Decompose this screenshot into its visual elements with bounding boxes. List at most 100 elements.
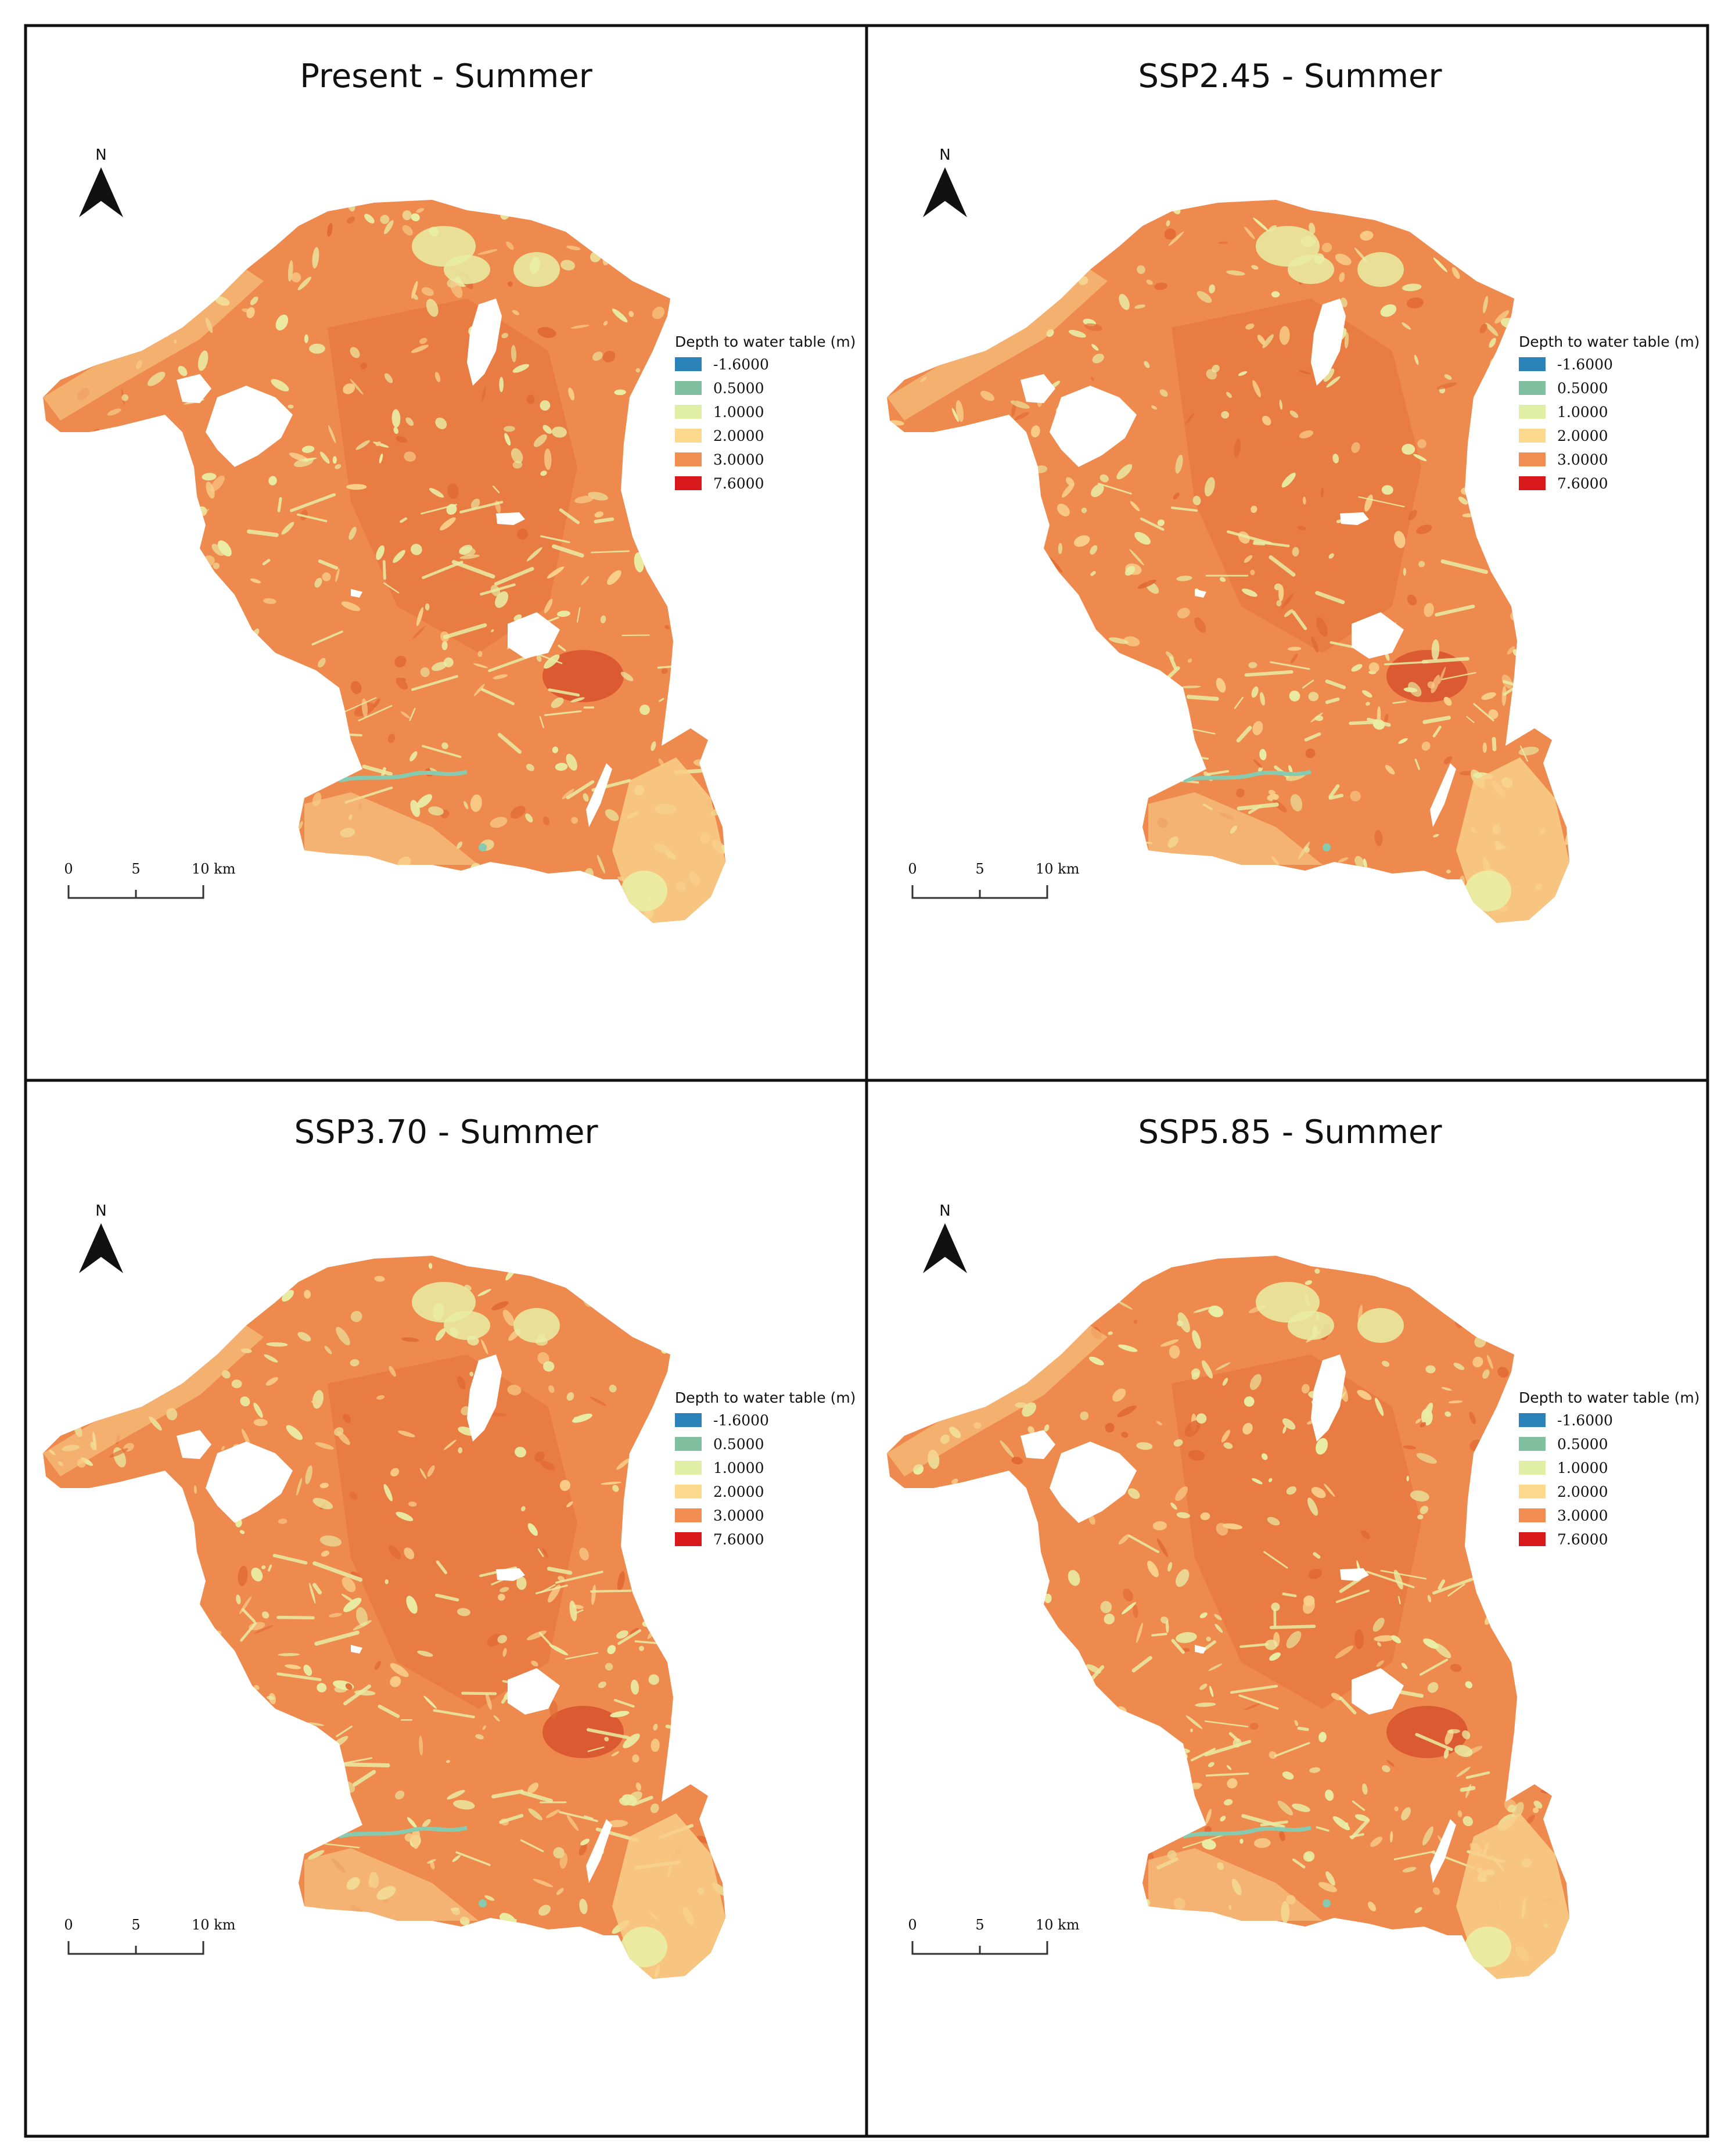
north-letter: N <box>95 1202 106 1220</box>
legend-label: 0.5000 <box>1557 1436 1608 1453</box>
depth-raster-map <box>887 200 1569 923</box>
legend-swatch <box>675 1461 702 1475</box>
lake-area <box>467 1354 502 1442</box>
lake-area <box>206 1442 293 1523</box>
legend-label: 3.0000 <box>713 1507 764 1524</box>
north-arrow-icon: N <box>923 146 967 217</box>
legend-label: 7.6000 <box>713 1531 764 1548</box>
legend-swatch <box>1519 429 1546 443</box>
legend-label: 3.0000 <box>713 451 764 468</box>
lake-area <box>1352 612 1404 659</box>
scale-label-0: 0 <box>64 1917 73 1933</box>
legend-swatch <box>675 1413 702 1427</box>
lake-area <box>1430 763 1456 827</box>
legend-label: 3.0000 <box>1557 451 1608 468</box>
legend-label: 1.0000 <box>713 404 764 421</box>
lake-area <box>1195 589 1206 598</box>
legend-swatch <box>1519 1437 1546 1451</box>
lake-area <box>1340 1568 1369 1581</box>
legend-swatch <box>675 1508 702 1522</box>
legend-label: 1.0000 <box>1557 404 1608 421</box>
legend-label: -1.6000 <box>713 356 769 373</box>
panel-title: Present - Summer <box>300 58 593 95</box>
legend-title: Depth to water table (m) <box>675 333 856 350</box>
north-letter: N <box>95 146 106 164</box>
legend-swatch <box>1519 452 1546 466</box>
depth-raster-map <box>43 1256 725 1979</box>
lake-area <box>1050 1442 1137 1523</box>
scale-label-5: 5 <box>975 861 984 877</box>
lake-area <box>1430 1819 1456 1883</box>
legend-label: -1.6000 <box>713 1412 769 1429</box>
legend-swatch <box>675 476 702 490</box>
lake-area <box>1352 1668 1404 1715</box>
legend: Depth to water table (m) -1.6000 0.5000 1.… <box>1519 1389 1699 1548</box>
scale-label-0: 0 <box>908 1917 917 1933</box>
north-arrow-icon: N <box>923 1202 967 1273</box>
lake-area <box>586 763 612 827</box>
lake-area <box>1020 374 1055 403</box>
legend-label: 7.6000 <box>1557 1531 1608 1548</box>
lake-area <box>496 1568 525 1581</box>
panel-title: SSP3.70 - Summer <box>294 1113 599 1151</box>
depth-raster-map <box>887 1256 1569 1979</box>
legend-swatch <box>1519 1532 1546 1546</box>
map-panel-present: Present - Summer N Depth to water table … <box>43 58 856 923</box>
legend: Depth to water table (m) -1.6000 0.5000 1.… <box>675 333 856 492</box>
raster-texture <box>887 200 1569 923</box>
legend-swatch <box>1519 1413 1546 1427</box>
legend-label: 3.0000 <box>1557 1507 1608 1524</box>
legend-swatch <box>675 357 702 371</box>
scale-label-5: 5 <box>131 861 140 877</box>
lake-area <box>177 1430 211 1459</box>
lake-area <box>467 299 502 386</box>
legend-swatch <box>675 1437 702 1451</box>
island-land <box>887 1256 1569 1979</box>
map-panel-ssp585: SSP5.85 - Summer N Depth to water table … <box>887 1113 1699 1979</box>
legend: Depth to water table (m) -1.6000 0.5000 1.… <box>1519 333 1699 492</box>
raster-texture <box>43 1256 725 1979</box>
lake-area <box>1340 512 1369 525</box>
scale-label-0: 0 <box>908 861 917 877</box>
legend-swatch <box>1519 357 1546 371</box>
lake-area <box>206 386 293 467</box>
legend-label: 7.6000 <box>1557 475 1608 492</box>
scale-label-10: 10 km <box>1036 861 1080 877</box>
legend-label: 7.6000 <box>713 475 764 492</box>
legend-label: 0.5000 <box>713 1436 764 1453</box>
depth-raster-map <box>43 200 725 923</box>
legend-label: -1.6000 <box>1557 356 1613 373</box>
map-panel-ssp370: SSP3.70 - Summer N Depth to water table … <box>43 1113 856 1979</box>
legend-swatch <box>675 429 702 443</box>
legend-label: 2.0000 <box>713 427 764 444</box>
legend-swatch <box>1519 476 1546 490</box>
legend-label: 2.0000 <box>1557 1483 1608 1500</box>
legend-swatch <box>1519 381 1546 395</box>
scale-bar: 0 5 10 km <box>908 1917 1080 1955</box>
scale-label-0: 0 <box>64 861 73 877</box>
lake-area <box>508 1668 560 1715</box>
island-land <box>43 1256 725 1979</box>
legend-label: 0.5000 <box>1557 380 1608 397</box>
lake-area <box>1050 386 1137 467</box>
map-panel-ssp245: SSP2.45 - Summer N Depth to water table … <box>887 58 1699 923</box>
scale-label-5: 5 <box>131 1917 140 1933</box>
lake-area <box>508 612 560 659</box>
legend-label: 2.0000 <box>1557 427 1608 444</box>
scale-bar: 0 5 10 km <box>64 1917 236 1955</box>
legend-label: 1.0000 <box>713 1460 764 1476</box>
north-letter: N <box>939 146 950 164</box>
lake-area <box>1311 1354 1346 1442</box>
legend-swatch <box>1519 1485 1546 1499</box>
legend-label: 1.0000 <box>1557 1460 1608 1476</box>
legend-swatch <box>675 405 702 419</box>
lake-area <box>586 1819 612 1883</box>
panel-title: SSP5.85 - Summer <box>1138 1113 1443 1151</box>
legend-swatch <box>1519 1508 1546 1522</box>
scale-label-10: 10 km <box>192 861 236 877</box>
panel-title: SSP2.45 - Summer <box>1138 58 1443 95</box>
scale-label-5: 5 <box>975 1917 984 1933</box>
lake-area <box>1311 299 1346 386</box>
scale-bar: 0 5 10 km <box>64 861 236 899</box>
